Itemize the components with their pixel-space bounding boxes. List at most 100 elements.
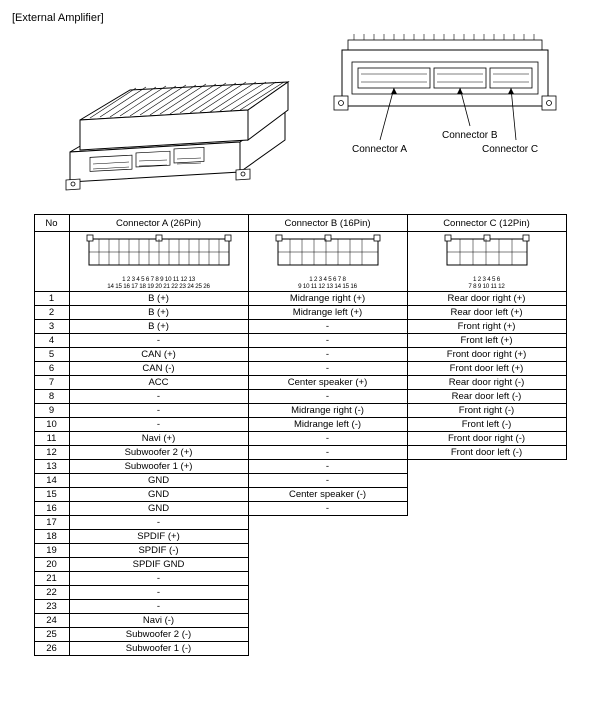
cell-no: 3	[34, 320, 69, 334]
cell-conn-c	[407, 460, 566, 474]
cell-conn-a: CAN (-)	[69, 362, 248, 376]
cell-conn-a: -	[69, 572, 248, 586]
table-row: 21-	[34, 572, 566, 586]
conn-a-pins-top: 1 2 3 4 5 6 7 8 9 10 11 12 13	[74, 276, 244, 283]
cell-conn-b: Midrange right (+)	[248, 292, 407, 306]
cell-conn-a: SPDIF (+)	[69, 530, 248, 544]
cell-conn-a: CAN (+)	[69, 348, 248, 362]
conn-a-pins-bot: 14 15 16 17 18 19 20 21 22 23 24 25 26	[74, 283, 244, 290]
cell-conn-a: -	[69, 516, 248, 530]
cell-conn-a: Subwoofer 2 (-)	[69, 628, 248, 642]
cell-conn-b	[248, 586, 407, 600]
cell-no: 17	[34, 516, 69, 530]
cell-conn-b	[248, 642, 407, 656]
cell-conn-a: B (+)	[69, 292, 248, 306]
cell-conn-c: Front left (-)	[407, 418, 566, 432]
cell-conn-b: -	[248, 502, 407, 516]
conn-c-pins-top: 1 2 3 4 5 6	[412, 276, 562, 283]
table-row: 11Navi (+)-Front door right (-)	[34, 432, 566, 446]
cell-conn-a: Navi (-)	[69, 614, 248, 628]
cell-conn-c	[407, 488, 566, 502]
table-row: 10-Midrange left (-)Front left (-)	[34, 418, 566, 432]
cell-conn-b	[248, 544, 407, 558]
cell-conn-a: SPDIF GND	[69, 558, 248, 572]
cell-conn-a: ACC	[69, 376, 248, 390]
cell-conn-a: Subwoofer 1 (+)	[69, 460, 248, 474]
cell-conn-a: B (+)	[69, 306, 248, 320]
cell-no: 20	[34, 558, 69, 572]
label-connector-c: Connector C	[482, 144, 538, 155]
cell-conn-a: -	[69, 390, 248, 404]
cell-no: 5	[34, 348, 69, 362]
cell-conn-b: Midrange left (-)	[248, 418, 407, 432]
cell-no: 12	[34, 446, 69, 460]
cell-conn-a: -	[69, 418, 248, 432]
cell-conn-c: Front door right (+)	[407, 348, 566, 362]
cell-conn-c: Front door right (-)	[407, 432, 566, 446]
conn-c-pins-bot: 7 8 9 10 11 12	[412, 283, 562, 290]
cell-conn-c: Rear door right (-)	[407, 376, 566, 390]
table-row: 4--Front left (+)	[34, 334, 566, 348]
cell-no: 19	[34, 544, 69, 558]
amplifier-isometric	[40, 32, 310, 202]
table-row: 20SPDIF GND	[34, 558, 566, 572]
cell-no: 21	[34, 572, 69, 586]
cell-conn-a: Subwoofer 2 (+)	[69, 446, 248, 460]
top-diagrams: Connector A Connector B Connector C	[12, 32, 588, 202]
table-row: 17-	[34, 516, 566, 530]
cell-conn-b: -	[248, 320, 407, 334]
cell-conn-b: -	[248, 474, 407, 488]
cell-conn-c	[407, 628, 566, 642]
connector-panel: Connector A Connector B Connector C	[330, 32, 560, 202]
cell-conn-c: Front right (-)	[407, 404, 566, 418]
conn-b-pins-top: 1 2 3 4 5 6 7 8	[253, 276, 403, 283]
conn-a-diagram: 1 2 3 4 5 6 7 8 9 10 11 12 13 14 15 16 1…	[69, 232, 248, 292]
cell-conn-c	[407, 642, 566, 656]
cell-conn-b	[248, 614, 407, 628]
cell-no: 16	[34, 502, 69, 516]
cell-conn-c	[407, 544, 566, 558]
cell-conn-a: -	[69, 404, 248, 418]
cell-conn-a: -	[69, 334, 248, 348]
cell-conn-b: -	[248, 362, 407, 376]
cell-no: 26	[34, 642, 69, 656]
cell-conn-c	[407, 614, 566, 628]
cell-conn-c	[407, 474, 566, 488]
cell-no: 2	[34, 306, 69, 320]
cell-conn-c	[407, 572, 566, 586]
table-row: 12Subwoofer 2 (+)-Front door left (-)	[34, 446, 566, 460]
cell-conn-b: Midrange left (+)	[248, 306, 407, 320]
table-row: 22-	[34, 586, 566, 600]
th-conn-a: Connector A (26Pin)	[69, 215, 248, 232]
th-conn-b: Connector B (16Pin)	[248, 215, 407, 232]
table-row: 25Subwoofer 2 (-)	[34, 628, 566, 642]
cell-conn-c: Front door left (-)	[407, 446, 566, 460]
cell-conn-b: -	[248, 446, 407, 460]
table-row: 9-Midrange right (-)Front right (-)	[34, 404, 566, 418]
cell-conn-c	[407, 586, 566, 600]
table-row: 6CAN (-)-Front door left (+)	[34, 362, 566, 376]
cell-conn-c	[407, 530, 566, 544]
cell-no: 9	[34, 404, 69, 418]
th-conn-c: Connector C (12Pin)	[407, 215, 566, 232]
cell-no: 24	[34, 614, 69, 628]
table-row: 7ACCCenter speaker (+)Rear door right (-…	[34, 376, 566, 390]
table-row: 2B (+)Midrange left (+)Rear door left (+…	[34, 306, 566, 320]
cell-no: 25	[34, 628, 69, 642]
conn-b-pins-bot: 9 10 11 12 13 14 15 16	[253, 283, 403, 290]
cell-conn-b	[248, 628, 407, 642]
cell-conn-a: Subwoofer 1 (-)	[69, 642, 248, 656]
cell-no: 10	[34, 418, 69, 432]
th-no: No	[34, 215, 69, 232]
cell-conn-b: -	[248, 348, 407, 362]
cell-no: 11	[34, 432, 69, 446]
cell-no: 1	[34, 292, 69, 306]
cell-conn-a: B (+)	[69, 320, 248, 334]
cell-conn-b: Midrange right (-)	[248, 404, 407, 418]
cell-no: 6	[34, 362, 69, 376]
cell-conn-c: Rear door right (+)	[407, 292, 566, 306]
table-row: 15GNDCenter speaker (-)	[34, 488, 566, 502]
cell-conn-b: -	[248, 432, 407, 446]
cell-conn-a: -	[69, 586, 248, 600]
table-row: 24Navi (-)	[34, 614, 566, 628]
